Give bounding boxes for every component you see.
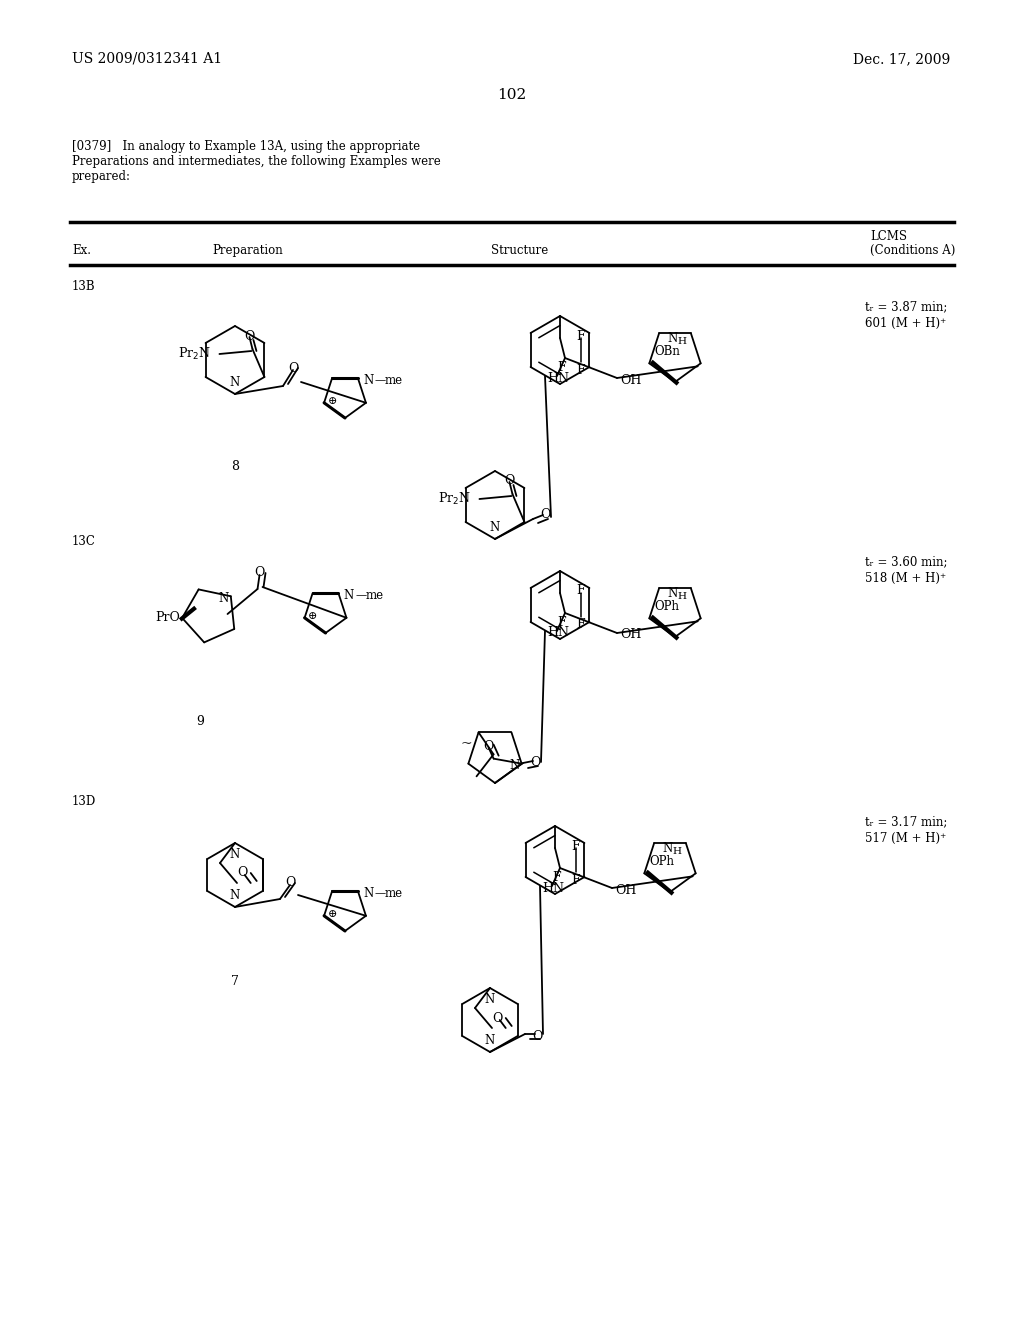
Text: O: O bbox=[483, 741, 494, 754]
Text: N: N bbox=[229, 847, 240, 861]
Text: Dec. 17, 2009: Dec. 17, 2009 bbox=[853, 51, 950, 66]
Text: HN: HN bbox=[542, 882, 564, 895]
Text: O: O bbox=[529, 756, 541, 770]
Text: F: F bbox=[570, 874, 580, 887]
Text: ~: ~ bbox=[461, 738, 472, 751]
Text: —: — bbox=[375, 888, 386, 898]
Text: me: me bbox=[385, 374, 403, 387]
Text: 7: 7 bbox=[231, 975, 239, 987]
Text: 517 (M + H)⁺: 517 (M + H)⁺ bbox=[865, 832, 946, 845]
Text: N: N bbox=[509, 759, 519, 772]
Text: OBn: OBn bbox=[654, 346, 680, 358]
Text: F: F bbox=[575, 585, 585, 598]
Text: prepared:: prepared: bbox=[72, 170, 131, 183]
Text: US 2009/0312341 A1: US 2009/0312341 A1 bbox=[72, 51, 222, 66]
Text: 13C: 13C bbox=[72, 535, 96, 548]
Text: tᵣ = 3.87 min;: tᵣ = 3.87 min; bbox=[865, 300, 947, 313]
Text: —: — bbox=[355, 590, 367, 601]
Text: 518 (M + H)⁺: 518 (M + H)⁺ bbox=[865, 572, 946, 585]
Text: (Conditions A): (Conditions A) bbox=[870, 244, 955, 257]
Text: O: O bbox=[288, 362, 298, 375]
Text: F: F bbox=[570, 840, 580, 853]
Text: H: H bbox=[672, 846, 681, 855]
Text: HN: HN bbox=[547, 371, 569, 384]
Text: Pr$_2$N: Pr$_2$N bbox=[437, 491, 470, 507]
Text: N: N bbox=[485, 1034, 496, 1047]
Text: HN: HN bbox=[547, 627, 569, 639]
Text: N: N bbox=[667, 331, 678, 345]
Text: N: N bbox=[362, 374, 373, 387]
Text: F: F bbox=[558, 360, 566, 374]
Text: Preparation: Preparation bbox=[213, 244, 284, 257]
Text: N: N bbox=[229, 888, 240, 902]
Text: O: O bbox=[245, 330, 255, 342]
Text: O: O bbox=[254, 566, 265, 579]
Text: OPh: OPh bbox=[654, 601, 679, 614]
Text: 13D: 13D bbox=[72, 795, 96, 808]
Text: Ex.: Ex. bbox=[72, 244, 91, 257]
Text: O: O bbox=[540, 507, 550, 520]
Text: F: F bbox=[575, 330, 585, 342]
Text: ⊕: ⊕ bbox=[308, 611, 317, 620]
Text: LCMS: LCMS bbox=[870, 230, 907, 243]
Text: Pr$_2$N: Pr$_2$N bbox=[177, 346, 211, 362]
Text: OPh: OPh bbox=[649, 855, 675, 869]
Text: O: O bbox=[531, 1030, 542, 1043]
Text: Preparations and intermediates, the following Examples were: Preparations and intermediates, the foll… bbox=[72, 154, 440, 168]
Text: 102: 102 bbox=[498, 88, 526, 102]
Text: H: H bbox=[677, 337, 686, 346]
Text: OH: OH bbox=[620, 628, 641, 642]
Text: O: O bbox=[285, 876, 295, 890]
Text: N: N bbox=[218, 591, 228, 605]
Text: N: N bbox=[362, 887, 373, 900]
Text: me: me bbox=[385, 887, 403, 900]
Text: N: N bbox=[667, 586, 678, 599]
Text: O: O bbox=[504, 474, 515, 487]
Text: F: F bbox=[575, 363, 585, 376]
Text: N: N bbox=[485, 993, 496, 1006]
Text: OH: OH bbox=[615, 883, 636, 896]
Text: PrO: PrO bbox=[156, 611, 180, 624]
Text: [0379]   In analogy to Example 13A, using the appropriate: [0379] In analogy to Example 13A, using … bbox=[72, 140, 420, 153]
Text: tᵣ = 3.17 min;: tᵣ = 3.17 min; bbox=[865, 814, 947, 828]
Text: Structure: Structure bbox=[492, 244, 549, 257]
Text: —: — bbox=[375, 375, 386, 385]
Text: O: O bbox=[493, 1011, 503, 1024]
Text: F: F bbox=[553, 871, 561, 884]
Text: tᵣ = 3.60 min;: tᵣ = 3.60 min; bbox=[865, 554, 947, 568]
Text: N: N bbox=[229, 376, 240, 389]
Text: N: N bbox=[343, 589, 353, 602]
Text: F: F bbox=[558, 616, 566, 630]
Text: OH: OH bbox=[620, 374, 641, 387]
Text: F: F bbox=[575, 619, 585, 631]
Text: N: N bbox=[663, 842, 673, 854]
Text: ⊕: ⊕ bbox=[328, 396, 337, 405]
Text: H: H bbox=[677, 591, 686, 601]
Text: 601 (M + H)⁺: 601 (M + H)⁺ bbox=[865, 317, 946, 330]
Text: 8: 8 bbox=[231, 459, 239, 473]
Text: O: O bbox=[238, 866, 248, 879]
Text: ⊕: ⊕ bbox=[328, 908, 337, 919]
Text: me: me bbox=[366, 589, 384, 602]
Text: 9: 9 bbox=[196, 715, 204, 729]
Text: 13B: 13B bbox=[72, 280, 95, 293]
Text: N: N bbox=[489, 521, 500, 535]
